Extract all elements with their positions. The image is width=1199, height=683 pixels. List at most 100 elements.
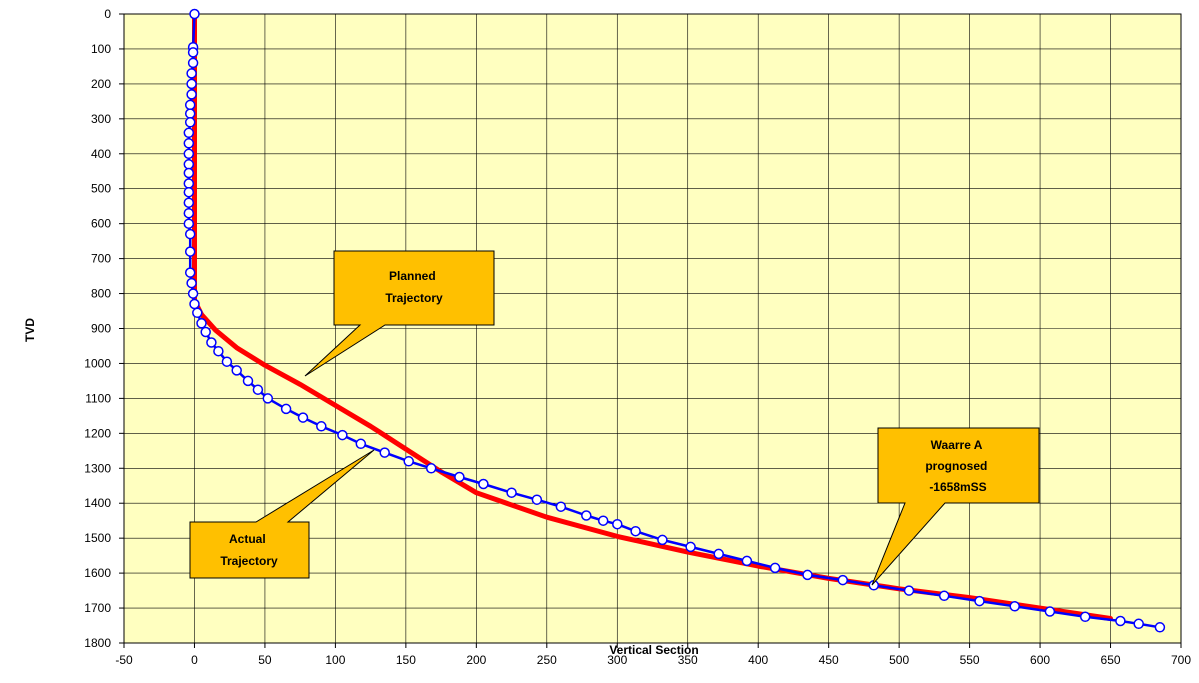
actual-survey-point [184,246,196,257]
y-tick-label: 900 [91,322,111,336]
actual-survey-point [184,108,196,119]
callout-planned-line2: Trajectory [385,291,443,305]
y-axis-title: TVD [23,318,37,342]
actual-survey-point [184,228,196,240]
y-tick-label: 1400 [84,496,111,510]
callout-planned-shape [304,250,495,377]
actual-survey-point [938,590,950,602]
x-tick-label: 100 [325,653,345,667]
actual-survey-point [581,510,592,521]
actual-survey-point [1044,606,1056,617]
actual-survey-point [630,525,641,537]
y-tick-label: 1200 [84,426,111,440]
y-tick-label: 100 [91,42,111,56]
svg-text:Waarre A prognosed: Waarre A prognosed -1658mSS [925,438,990,494]
x-tick-label: 400 [748,653,768,667]
y-axis-ticks: 0 100 200 300 400 500 600 700 800 900 1000 1100 1200… [84,7,124,650]
actual-survey-point [379,447,390,458]
actual-survey-point [186,277,197,289]
actual-survey-point [186,89,197,100]
x-tick-label: 300 [607,653,627,667]
y-tick-label: 1300 [84,461,111,475]
actual-survey-point [184,267,196,278]
x-axis-title: Vertical Section [609,643,698,657]
callout-waarre-line2: prognosed [925,459,987,473]
callout-waarre-line3: -1658mSS [929,480,986,494]
actual-survey-point [355,438,367,450]
actual-survey-point [741,555,753,567]
actual-survey-point [802,569,813,581]
x-tick-label: -50 [115,653,133,667]
actual-survey-point [206,337,217,348]
actual-survey-point [187,57,199,69]
y-tick-label: 1800 [84,636,111,650]
y-tick-label: 1100 [85,391,111,405]
actual-survey-point [974,595,985,607]
actual-survey-point [1009,601,1020,612]
actual-survey-point [183,218,195,229]
y-tick-label: 600 [91,217,111,231]
actual-survey-point [242,375,254,387]
actual-survey-point [252,384,264,395]
actual-survey-point [597,515,609,526]
series-layer [183,8,1166,633]
callout-actual-shape [189,449,375,579]
actual-survey-point [1115,615,1126,627]
svg-text:Planned Trajectory: Planned Trajectory [385,269,443,305]
x-axis-ticks: -50 0 50 100 150 200 250 300 350 400 450 500 550 600 6… [115,643,1191,667]
callout-waarre-line1: Waarre A [931,438,983,452]
actual-survey-point [186,68,197,79]
y-tick-label: 0 [104,7,111,21]
actual-survey-point [612,518,623,530]
actual-survey-point [183,159,195,170]
x-tick-label: 650 [1101,653,1121,667]
actual-survey-point [685,541,696,553]
x-tick-label: 0 [191,653,198,667]
x-tick-label: 600 [1030,653,1050,667]
actual-survey-point [713,548,724,560]
callout-planned-line1: Planned [389,269,436,283]
x-tick-label: 150 [396,653,416,667]
actual-survey-point [213,345,224,357]
actual-survey-point [192,307,203,319]
actual-survey-point [200,326,211,338]
actual-survey-point [187,288,199,299]
actual-survey-point [478,478,489,490]
actual-survey-point [196,318,207,329]
y-tick-label: 300 [91,112,111,126]
actual-survey-point [183,207,195,219]
callout-waarre-shape [871,427,1040,586]
x-tick-label: 350 [678,653,698,667]
actual-survey-point [184,117,196,128]
x-tick-label: 500 [889,653,909,667]
x-tick-label: 250 [537,653,557,667]
actual-survey-point [187,47,199,58]
x-tick-label: 200 [466,653,486,667]
actual-survey-point [769,562,781,574]
actual-survey-point [506,487,517,498]
actual-survey-point [184,99,196,111]
actual-survey-point [1154,622,1166,633]
actual-survey-point [1133,618,1144,630]
actual-survey-point [186,78,197,90]
actual-survey-point [262,393,274,404]
x-tick-label: 450 [819,653,839,667]
actual-survey-point [316,421,327,432]
actual-survey-point [837,574,849,586]
y-tick-label: 1000 [84,356,111,370]
actual-survey-point [337,429,348,441]
callout-actual: Actual Trajectory [189,449,375,579]
svg-text:Actual Trajectory: Actual Trajectory [220,532,278,568]
y-tick-label: 400 [91,147,111,161]
actual-survey-point [183,186,195,198]
actual-survey-point [183,167,195,179]
y-tick-label: 800 [91,287,111,301]
y-tick-label: 500 [91,182,111,196]
actual-survey-point [403,456,414,467]
callout-actual-line2: Trajectory [220,554,278,568]
x-tick-label: 700 [1171,653,1191,667]
actual-survey-point [1079,611,1091,623]
y-tick-label: 1600 [84,566,111,580]
actual-survey-point [297,412,309,423]
